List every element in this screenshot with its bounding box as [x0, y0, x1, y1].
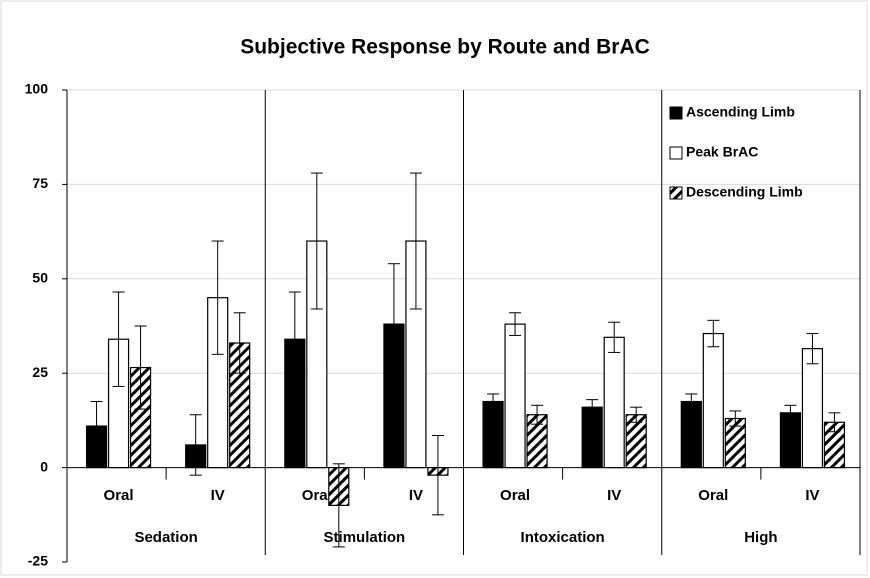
- bar: [779, 412, 802, 469]
- x-tick-label: Oral: [302, 487, 332, 504]
- chart-title: Subjective Response by Route and BrAC: [240, 36, 650, 59]
- x-tick-label: Oral: [104, 487, 134, 504]
- legend-swatch: [669, 186, 683, 200]
- y-tick-label: 50: [32, 270, 48, 286]
- x-tick-label: Oral: [698, 487, 728, 504]
- x-tick-label: IV: [409, 487, 423, 504]
- y-tick-label: 0: [40, 458, 48, 474]
- y-tick-label: 100: [25, 81, 49, 97]
- x-tick-label: IV: [805, 487, 819, 504]
- bar: [603, 336, 625, 469]
- bar: [680, 400, 702, 469]
- bar: [504, 323, 526, 469]
- group-label: Stimulation: [324, 529, 406, 546]
- x-tick-label: Oral: [500, 487, 530, 504]
- legend-label: Peak BrAC: [686, 144, 758, 160]
- x-tick-label: IV: [607, 487, 621, 504]
- bar: [801, 348, 824, 469]
- bar: [482, 400, 504, 469]
- bar: [581, 406, 603, 469]
- legend-label: Ascending Limb: [686, 104, 795, 120]
- y-tick-label: -25: [28, 553, 48, 569]
- group-label: Sedation: [134, 529, 197, 546]
- y-tick-label: 25: [32, 364, 48, 380]
- y-tick-label: 75: [32, 175, 48, 191]
- bar: [702, 332, 724, 469]
- legend-swatch: [669, 146, 683, 160]
- x-tick-label: IV: [211, 487, 225, 504]
- group-label: Intoxication: [521, 529, 605, 546]
- legend-swatch: [669, 106, 683, 120]
- group-label: High: [744, 529, 777, 546]
- legend-label: Descending Limb: [686, 184, 803, 200]
